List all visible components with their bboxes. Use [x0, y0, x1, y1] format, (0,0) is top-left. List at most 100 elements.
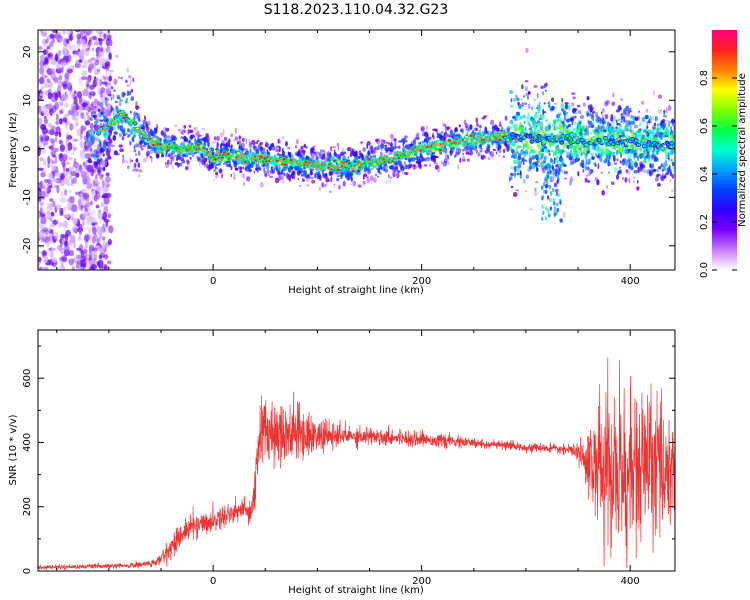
spectrogram-cell: [626, 124, 629, 129]
spectrogram-cell: [65, 213, 70, 219]
spectrogram-cell: [660, 175, 665, 182]
spectrogram-cell: [156, 117, 159, 122]
spectrogram-cell: [511, 149, 515, 154]
spectrogram-cell: [105, 192, 112, 198]
spectrogram-cell: [587, 180, 591, 183]
spectrogram-cell: [301, 168, 304, 174]
spectrogram-cell: [118, 144, 123, 148]
spectrogram-cell: [633, 176, 636, 179]
spectrogram-cell: [587, 130, 590, 137]
spectrogram-cell: [603, 106, 608, 112]
spectrogram-cell: [643, 152, 647, 156]
spectrogram-cell: [52, 154, 56, 158]
spectrogram-cell: [38, 263, 41, 269]
spectrogram-cell: [93, 78, 99, 82]
spectrogram-cell: [42, 139, 46, 148]
spectrogram-cell: [516, 97, 520, 102]
spectrogram-ridge: [151, 143, 156, 147]
spectrogram-ridge: [138, 130, 142, 134]
spectrogram-cell: [38, 191, 42, 198]
spectrogram-cell: [617, 118, 621, 122]
spectrogram-cell: [553, 206, 557, 211]
spectrogram-cell: [551, 149, 554, 153]
spectrogram-cell: [108, 135, 111, 141]
spectrogram-cell: [634, 116, 639, 122]
spectrogram-ridge: [603, 136, 608, 140]
spectrogram-cell: [536, 129, 540, 135]
spectrogram-cell: [475, 149, 478, 154]
spectrogram-cell: [76, 247, 82, 251]
spectrogram-cell: [424, 131, 429, 138]
spectrogram-cell: [90, 160, 93, 164]
spectrogram-cell: [370, 148, 375, 155]
spectrogram-cell: [90, 168, 95, 177]
spectrogram-cell: [131, 159, 133, 163]
spectrogram-ridge: [367, 158, 371, 161]
spectrogram-ridge: [369, 166, 373, 169]
spectrogram-cell: [661, 118, 666, 124]
spectrogram-cell: [656, 173, 661, 177]
spectrogram-cell: [150, 149, 153, 154]
spectrogram-ridge: [506, 138, 510, 142]
spectrogram-cell: [543, 102, 546, 105]
spectrogram-cell: [73, 158, 77, 164]
spectrogram-cell: [99, 89, 103, 98]
spectrogram-cell: [230, 144, 233, 150]
spectrogram-cell: [615, 119, 618, 123]
spectrogram-cell: [314, 151, 317, 155]
spectrogram-cell: [373, 177, 377, 183]
spectrogram-cell: [164, 134, 168, 140]
spectrogram-cell: [620, 137, 625, 140]
spectrogram-cell: [542, 160, 547, 163]
spectrogram-cell: [83, 115, 87, 123]
spectrogram-ridge: [438, 148, 442, 152]
spectrogram-cell: [551, 97, 554, 102]
spectrogram-cell: [38, 140, 42, 148]
spectrogram-cell: [59, 109, 63, 115]
spectrogram-cell: [88, 251, 93, 259]
spectrogram-cell: [230, 165, 233, 171]
spectrogram-cell: [546, 129, 550, 132]
spectrogram-ridge: [530, 140, 534, 143]
spectrogram-cell: [126, 165, 130, 170]
spectrogram-cell: [431, 120, 434, 124]
spectrogram-cell: [46, 179, 53, 184]
spectrogram-cell: [95, 152, 100, 158]
spectrogram-cell: [187, 129, 190, 135]
spectrogram-cell: [62, 47, 67, 56]
spectrogram-cell: [311, 154, 315, 160]
spectrogram-cell: [486, 112, 490, 119]
spectrogram-cell: [441, 173, 444, 179]
spectrogram-cell: [576, 128, 580, 134]
spectrogram-cell: [518, 156, 522, 160]
spectrogram-cell: [58, 222, 63, 227]
spectrogram-cell: [651, 150, 655, 153]
spectrogram-ridge: [354, 166, 359, 169]
spectrogram-cell: [136, 116, 140, 119]
spectrogram-cell: [557, 112, 562, 116]
spectrogram-cell: [58, 260, 64, 267]
spectrogram-cell: [650, 131, 653, 138]
spectrogram-cell: [89, 84, 95, 90]
spectrogram-cell: [671, 122, 675, 127]
spectrogram-cell: [56, 31, 61, 36]
spectrogram-cell: [67, 242, 74, 246]
spectrogram-cell: [81, 205, 87, 209]
spectrogram-cell: [88, 137, 91, 143]
spectrogram-cell: [515, 189, 520, 192]
spectrogram-cell: [622, 135, 627, 138]
spectrogram-cell: [43, 158, 47, 167]
spectrogram-cell: [483, 111, 486, 116]
spectrogram-cell: [636, 134, 641, 140]
spectrogram-cell: [544, 89, 548, 92]
spectrogram-cell: [399, 125, 403, 130]
spectrogram-cell: [654, 116, 659, 121]
spectrogram-cell: [214, 165, 217, 170]
spectrogram-cell: [553, 126, 557, 131]
spectrogram-cell: [40, 123, 47, 131]
spectrogram-cell: [647, 146, 652, 152]
spectrogram-cell: [75, 110, 80, 117]
spectrogram-cell: [613, 151, 616, 154]
spectrogram-cell: [267, 151, 270, 156]
spectrogram-cell: [671, 189, 674, 192]
